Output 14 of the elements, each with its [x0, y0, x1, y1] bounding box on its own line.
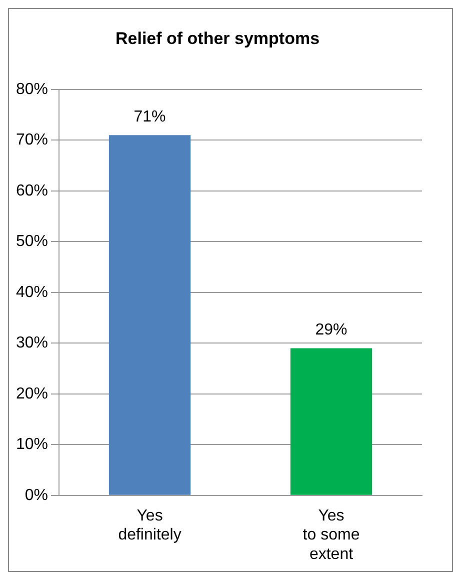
y-tick-label: 50% — [16, 233, 48, 250]
y-tick-label: 30% — [16, 334, 48, 352]
data-label: 29% — [315, 322, 348, 339]
y-tick-label: 0% — [24, 486, 48, 504]
y-tick-label: 20% — [16, 385, 48, 402]
x-tick-label: Yes to some extent — [302, 507, 360, 563]
chart-title: Relief of other symptoms — [115, 28, 320, 48]
y-tick-label: 10% — [16, 436, 48, 454]
y-tick-label: 80% — [16, 80, 48, 98]
x-tick-label: Yes definitely — [118, 507, 182, 544]
y-tick-label: 60% — [16, 182, 48, 200]
y-tick-label: 40% — [16, 284, 48, 301]
data-label: 71% — [134, 108, 166, 126]
y-tick-label: 70% — [16, 132, 48, 149]
